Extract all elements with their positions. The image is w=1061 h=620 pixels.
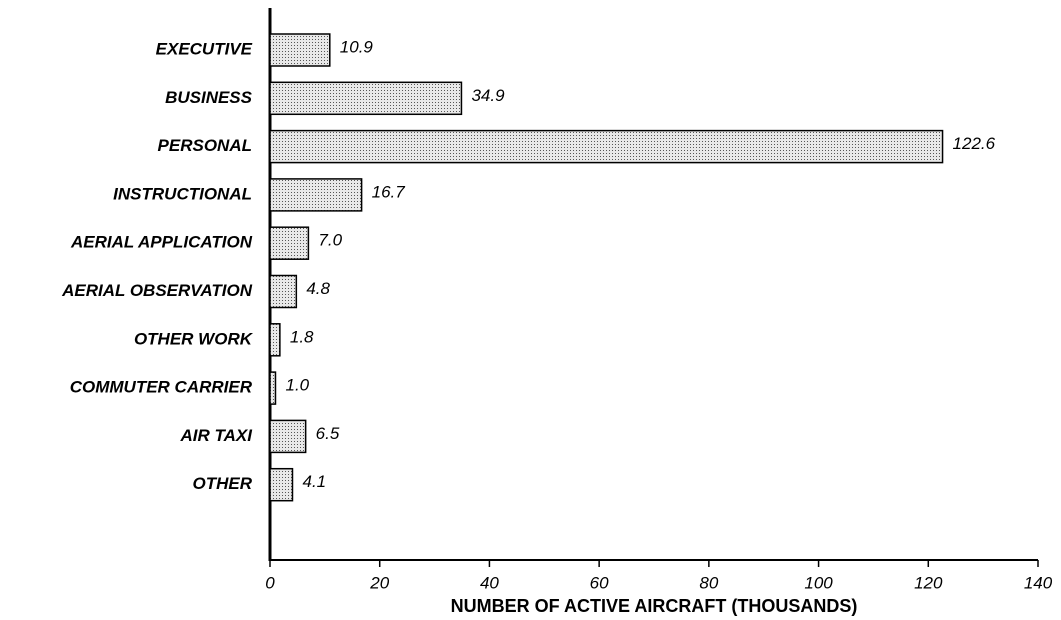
y-tick-label: BUSINESS xyxy=(165,88,253,107)
y-tick-label: AERIAL OBSERVATION xyxy=(61,281,253,300)
y-tick-label: OTHER WORK xyxy=(134,329,254,348)
value-label: 7.0 xyxy=(318,231,342,250)
bar xyxy=(269,467,294,502)
bar xyxy=(269,33,331,67)
bar xyxy=(269,178,363,212)
value-label: 10.9 xyxy=(340,37,374,56)
bar xyxy=(269,226,310,260)
bar xyxy=(269,323,281,357)
x-tick-label: 40 xyxy=(480,573,499,592)
y-tick-label: INSTRUCTIONAL xyxy=(113,184,252,203)
x-tick-label: 20 xyxy=(369,573,389,592)
y-tick-label: EXECUTIVE xyxy=(156,39,253,58)
bar xyxy=(269,274,298,309)
value-label: 4.1 xyxy=(302,472,326,491)
bar xyxy=(269,419,307,454)
x-tick-label: 80 xyxy=(699,573,718,592)
x-tick-label: 100 xyxy=(804,573,833,592)
y-tick-label: AIR TAXI xyxy=(180,426,254,445)
x-tick-label: 60 xyxy=(590,573,609,592)
y-tick-label: AERIAL APPLICATION xyxy=(70,233,253,252)
value-label: 16.7 xyxy=(372,182,406,201)
y-tick-label: COMMUTER CARRIER xyxy=(70,378,253,397)
bar xyxy=(269,81,463,116)
x-tick-label: 0 xyxy=(265,573,275,592)
x-tick-label: 120 xyxy=(914,573,943,592)
bar xyxy=(269,129,944,164)
x-axis-title: NUMBER OF ACTIVE AIRCRAFT (THOUSANDS) xyxy=(451,596,858,616)
bar xyxy=(269,371,277,405)
x-tick-label: 140 xyxy=(1024,573,1053,592)
y-tick-label: OTHER xyxy=(193,474,253,493)
y-tick-label: PERSONAL xyxy=(158,136,252,155)
value-label: 122.6 xyxy=(953,134,996,153)
value-label: 6.5 xyxy=(316,424,340,443)
value-label: 1.0 xyxy=(285,376,309,395)
value-label: 4.8 xyxy=(306,279,330,298)
value-label: 34.9 xyxy=(471,86,505,105)
value-label: 1.8 xyxy=(290,327,314,346)
